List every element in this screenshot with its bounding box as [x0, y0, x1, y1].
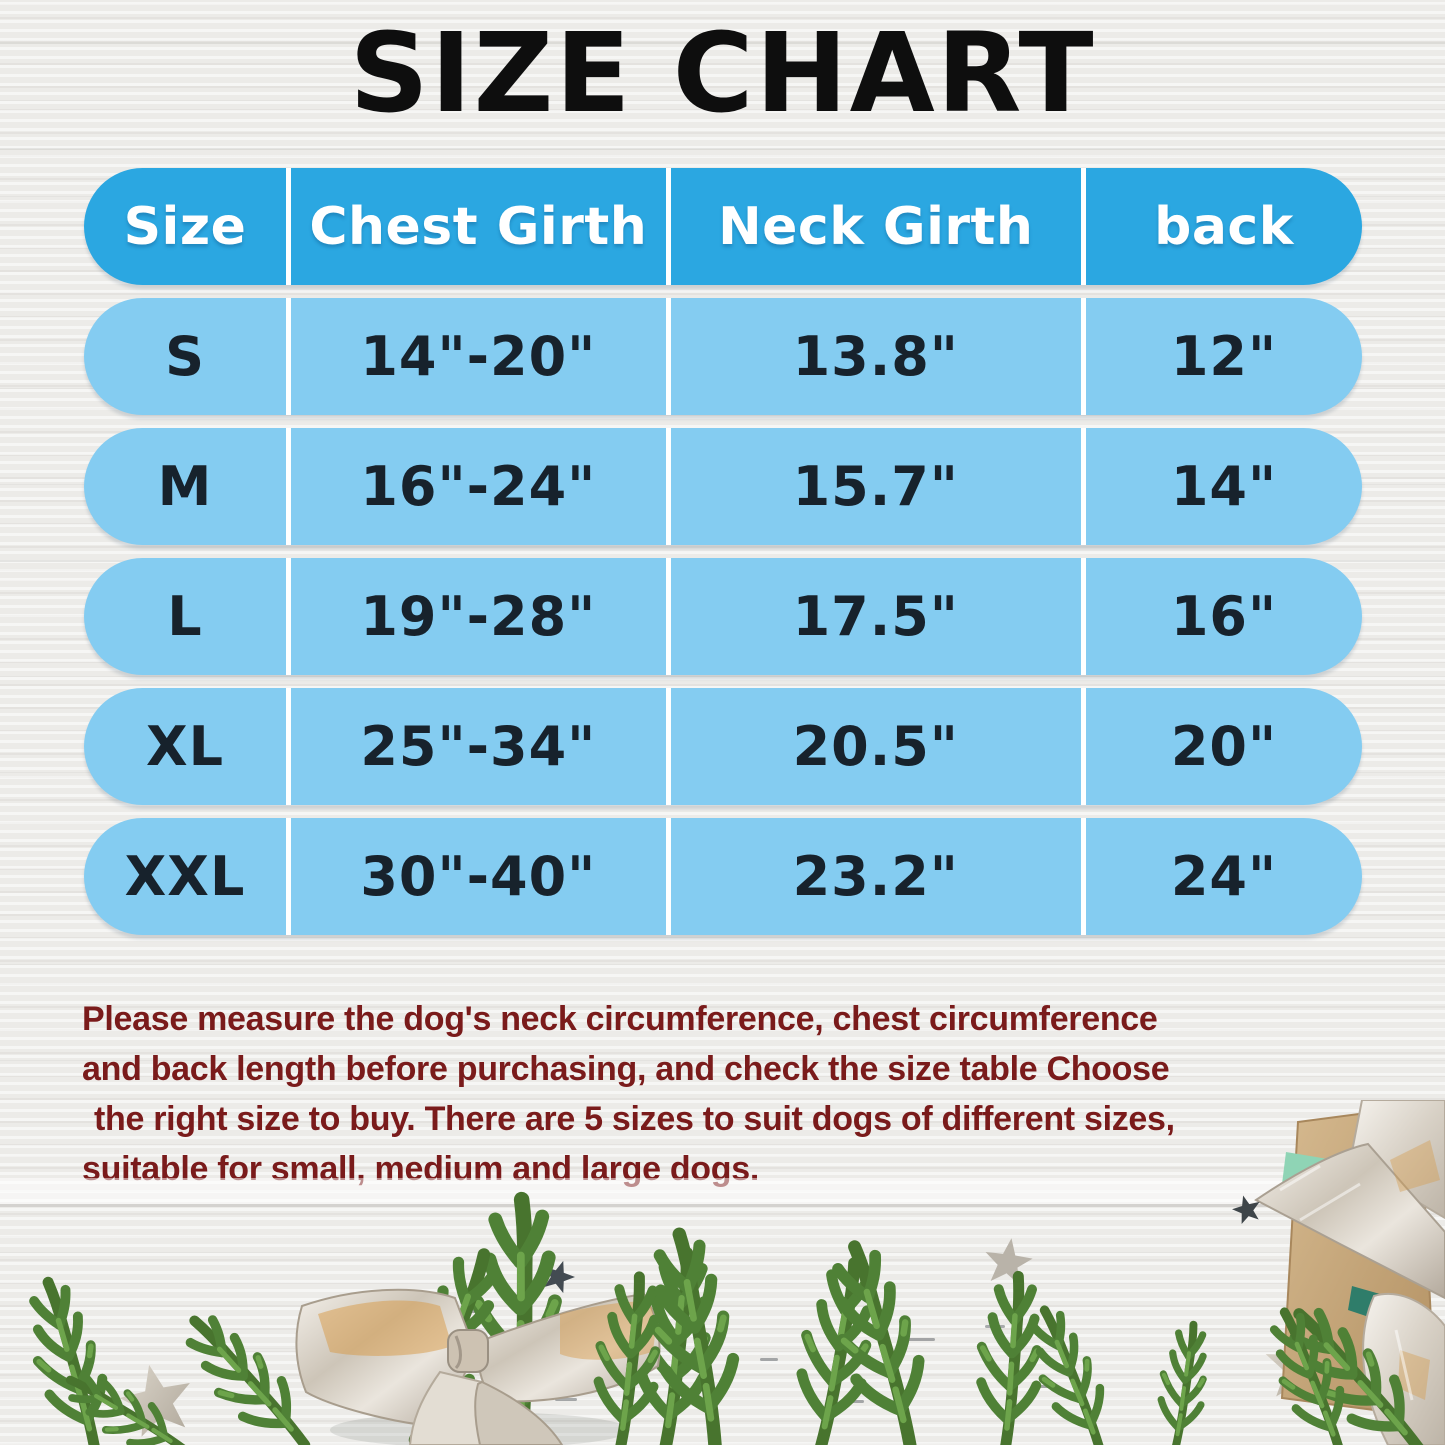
table-row: M 16"-24" 15.7" 14"	[84, 428, 1362, 545]
measurement-cell: 20"	[1170, 715, 1278, 778]
size-cell: S	[84, 298, 292, 415]
note-line: and back length before purchasing, and c…	[82, 1050, 1170, 1088]
note-line: Please measure the dog's neck circumfere…	[82, 1000, 1158, 1038]
size-table: Size Chest Girth Neck Girth back S 14"-20" 13…	[84, 168, 1362, 935]
measurement-cell: 15.7"	[671, 428, 1086, 545]
table-row: L 19"-28" 17.5" 16"	[84, 558, 1362, 675]
measurement-cell: 16"	[1170, 585, 1278, 648]
measurement-cell: 12"	[1170, 325, 1278, 388]
measurement-cell: 19"-28"	[291, 558, 671, 675]
measurement-cell: 16"-24"	[291, 428, 671, 545]
size-cell: XXL	[84, 818, 292, 935]
wood-highlight-band	[0, 1178, 1445, 1204]
size-cell: M	[84, 428, 292, 545]
table-row: XL 25"-34" 20.5" 20"	[84, 688, 1362, 805]
column-header-size: Size	[84, 168, 292, 285]
table-row: XXL 30"-40" 23.2" 24"	[84, 818, 1362, 935]
size-cell: L	[84, 558, 292, 675]
gift-wrap-decoration	[1254, 1100, 1445, 1445]
table-header-row: Size Chest Girth Neck Girth back	[84, 168, 1362, 285]
measurement-cell: 24"	[1170, 845, 1278, 908]
measurement-cell: 13.8"	[671, 298, 1086, 415]
measurement-cell: 23.2"	[671, 818, 1086, 935]
silver-star-decoration	[981, 1234, 1036, 1287]
page-title: SIZE CHART	[349, 9, 1096, 137]
column-header-back: back	[1154, 196, 1294, 257]
table-row: S 14"-20" 13.8" 12"	[84, 298, 1362, 415]
measurement-cell: 20.5"	[671, 688, 1086, 805]
measurement-cell: 14"-20"	[291, 298, 671, 415]
wood-plank-seam	[0, 148, 1445, 150]
wood-plank-seam	[0, 42, 1445, 44]
column-header-chest-girth: Chest Girth	[291, 168, 671, 285]
measurement-cell: 14"	[1170, 455, 1278, 518]
size-note: Please measure the dog's neck circumfere…	[82, 994, 1412, 1194]
note-line: the right size to buy. There are 5 sizes…	[94, 1100, 1175, 1138]
measurement-cell: 25"-34"	[291, 688, 671, 805]
measurement-cell: 30"-40"	[291, 818, 671, 935]
column-header-neck-girth: Neck Girth	[671, 168, 1086, 285]
christmas-decoration	[0, 1100, 1445, 1445]
size-cell: XL	[84, 688, 292, 805]
measurement-cell: 17.5"	[671, 558, 1086, 675]
wood-plank-seam	[0, 1204, 1445, 1207]
